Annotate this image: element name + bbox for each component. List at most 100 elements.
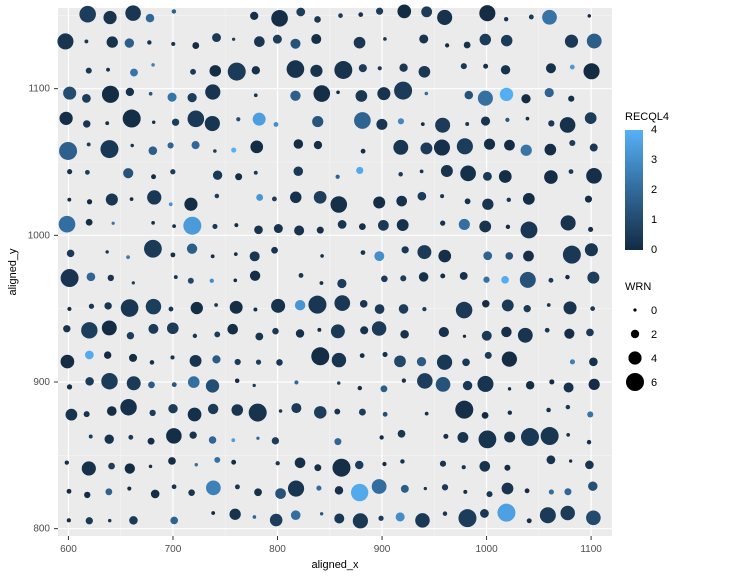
data-point: [424, 487, 427, 490]
data-point: [523, 251, 534, 262]
data-point: [372, 479, 387, 494]
data-point: [192, 141, 200, 149]
data-point: [127, 486, 131, 490]
data-point: [400, 275, 406, 281]
data-point: [252, 66, 260, 74]
data-point: [205, 84, 220, 99]
data-point: [294, 225, 304, 235]
data-point: [129, 354, 137, 362]
data-point: [233, 279, 237, 283]
data-point: [396, 512, 405, 521]
data-point: [314, 406, 327, 419]
data-point: [84, 492, 90, 498]
data-point: [419, 66, 431, 78]
data-point: [275, 488, 286, 499]
data-point: [172, 484, 177, 489]
data-point: [477, 376, 493, 392]
data-point: [521, 222, 538, 239]
data-point: [311, 34, 321, 44]
data-point: [337, 381, 340, 384]
data-point: [463, 381, 472, 390]
data-point: [231, 147, 236, 152]
data-point: [585, 243, 598, 256]
data-point: [358, 386, 362, 390]
data-point: [148, 382, 155, 389]
data-point: [425, 412, 429, 416]
data-point: [463, 335, 466, 338]
data-point: [520, 272, 536, 288]
size-legend-label: 2: [651, 329, 657, 341]
data-point: [437, 10, 452, 25]
data-point: [63, 325, 70, 332]
data-point: [545, 144, 557, 156]
data-point: [174, 275, 178, 279]
data-point: [521, 145, 532, 156]
data-point: [149, 92, 153, 96]
data-point: [351, 484, 368, 501]
data-point: [288, 480, 304, 496]
data-point: [205, 116, 220, 131]
color-legend-tick: 4: [651, 124, 657, 136]
data-point: [167, 142, 173, 148]
data-point: [61, 355, 75, 369]
data-point: [235, 484, 240, 489]
data-point: [393, 140, 408, 155]
svg-text:600: 600: [60, 544, 77, 555]
data-point: [417, 245, 431, 259]
data-point: [255, 333, 263, 341]
data-point: [168, 93, 177, 102]
size-legend-label: 0: [651, 305, 657, 317]
data-point: [149, 465, 153, 469]
data-point: [586, 510, 601, 525]
svg-text:700: 700: [165, 544, 182, 555]
data-point: [459, 219, 470, 230]
data-point: [526, 117, 530, 121]
data-point: [564, 329, 574, 339]
data-point: [127, 376, 141, 390]
data-point: [436, 377, 451, 392]
data-point: [188, 376, 200, 388]
data-point: [338, 220, 347, 229]
plot-panel: 6007008009001000110080090010001100aligne…: [0, 0, 620, 578]
data-point: [67, 198, 71, 202]
data-point: [334, 438, 341, 445]
data-point: [564, 301, 577, 314]
data-point: [568, 96, 574, 102]
data-point: [376, 119, 387, 130]
data-point: [332, 353, 346, 367]
data-point: [314, 141, 322, 149]
data-point: [542, 10, 557, 25]
data-point: [130, 69, 138, 77]
data-point: [479, 221, 491, 233]
data-point: [82, 461, 96, 475]
data-point: [334, 61, 352, 79]
data-point: [502, 483, 514, 495]
data-point: [373, 196, 385, 208]
data-point: [108, 519, 111, 522]
data-point: [235, 359, 241, 365]
data-point: [210, 279, 214, 283]
data-point: [310, 65, 322, 77]
data-point: [147, 190, 161, 204]
data-point: [320, 512, 323, 515]
data-point: [434, 140, 450, 156]
data-point: [590, 306, 595, 311]
data-point: [84, 39, 88, 43]
data-point: [107, 406, 117, 416]
data-point: [230, 301, 243, 314]
data-point: [103, 11, 116, 24]
data-point: [417, 357, 426, 366]
data-point: [525, 488, 530, 493]
data-point: [461, 63, 467, 69]
data-point: [212, 33, 221, 42]
data-point: [151, 490, 160, 499]
data-point: [279, 409, 283, 413]
data-point: [331, 324, 345, 338]
data-point: [381, 276, 388, 283]
data-point: [276, 461, 280, 465]
data-point: [130, 144, 133, 147]
data-point: [253, 515, 257, 519]
data-point: [440, 194, 444, 198]
data-point: [462, 465, 466, 469]
data-point: [394, 355, 406, 367]
